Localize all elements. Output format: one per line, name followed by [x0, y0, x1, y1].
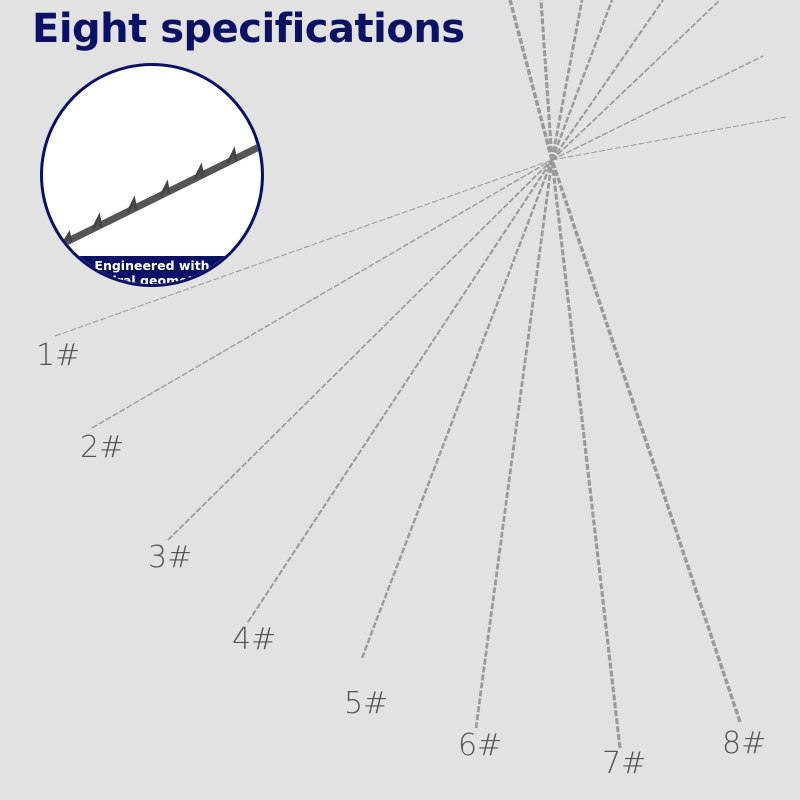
- caption-band: [43, 256, 261, 284]
- blade-6-upper: [550, 0, 584, 161]
- blade-4-upper: [551, 0, 664, 161]
- blade-2-upper: [551, 55, 764, 161]
- blade-8-lower: [550, 159, 742, 723]
- blade-6-lower: [474, 159, 554, 729]
- blade-8-upper: [508, 0, 554, 161]
- blade-7-upper: [539, 0, 554, 161]
- inset-caption: Engineered with spiral geometry: [43, 258, 261, 287]
- caption-line-2: spiral geometry: [96, 273, 208, 287]
- spec-label-4: 4#: [232, 622, 277, 657]
- blade-1-upper: [551, 116, 787, 161]
- blade-3-lower: [167, 159, 553, 541]
- spec-label-7: 7#: [602, 746, 647, 781]
- blade-closeup-inset: Engineered with spiral geometry: [40, 63, 264, 287]
- blade-3-upper: [551, 0, 721, 161]
- blade-4-lower: [247, 159, 553, 623]
- spec-label-6: 6#: [458, 728, 503, 763]
- blade-7-lower: [550, 159, 622, 749]
- blade-2-lower: [91, 159, 553, 429]
- blade-5-lower: [360, 159, 554, 659]
- spiral-blade-closeup: [46, 142, 261, 255]
- spec-label-1: 1#: [36, 338, 81, 373]
- spec-label-5: 5#: [344, 686, 389, 721]
- page-title: Eight specifications: [32, 6, 465, 52]
- spec-label-3: 3#: [148, 540, 193, 575]
- spec-label-8: 8#: [722, 726, 767, 761]
- blade-5-upper: [550, 0, 614, 161]
- spec-label-2: 2#: [80, 430, 125, 465]
- caption-line-1: Engineered with: [94, 258, 210, 273]
